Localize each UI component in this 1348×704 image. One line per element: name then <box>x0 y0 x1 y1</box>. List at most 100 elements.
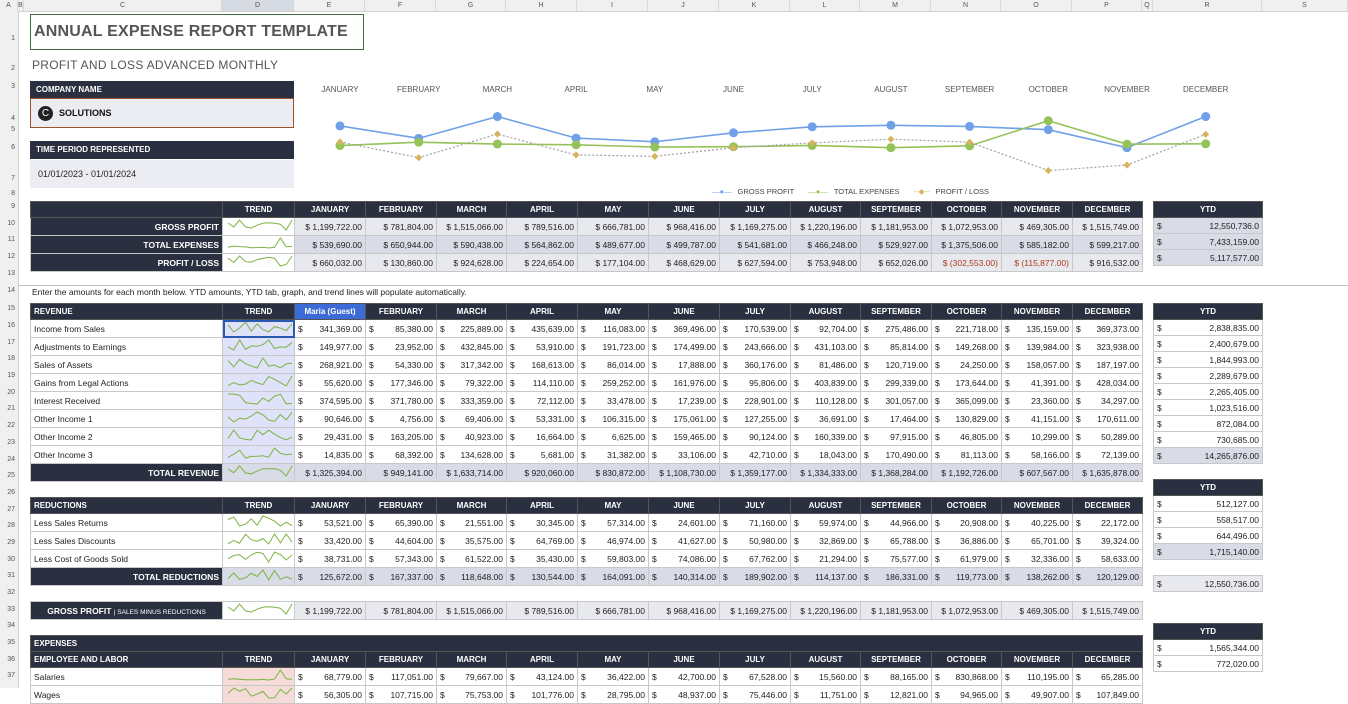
line-item-value[interactable]: $23,952.00 <box>365 337 437 356</box>
month-header-august[interactable]: AUGUST <box>790 303 861 320</box>
line-item-value[interactable]: $90,646.00 <box>294 409 366 428</box>
total-value[interactable]: $ 830,872.00 <box>577 463 649 482</box>
line-item-value[interactable]: $24,250.00 <box>931 355 1002 374</box>
summary-value[interactable]: $ 499,787.00 <box>648 235 720 254</box>
line-item-label[interactable]: Gains from Legal Actions <box>30 373 223 392</box>
row-header-25[interactable]: 25 <box>7 472 15 479</box>
line-item-value[interactable]: $149,977.00 <box>294 337 366 356</box>
trend-header[interactable]: TREND <box>222 497 295 514</box>
line-item-value[interactable]: $75,577.00 <box>860 549 932 568</box>
month-header-february[interactable]: FEBRUARY <box>365 497 437 514</box>
row-header-9[interactable]: 9 <box>11 203 15 210</box>
month-header-february[interactable]: FEBRUARY <box>365 651 437 668</box>
total-value[interactable]: $ 607,567.00 <box>1001 463 1073 482</box>
line-item-value[interactable]: $107,849.00 <box>1072 685 1143 704</box>
line-item-label[interactable]: Other Income 3 <box>30 445 223 464</box>
total-value[interactable]: $164,091.00 <box>577 567 649 586</box>
summary-value[interactable]: $ 564,862.00 <box>506 235 578 254</box>
line-item-value[interactable]: $57,314.00 <box>577 513 649 532</box>
line-item-value[interactable]: $59,803.00 <box>577 549 649 568</box>
line-item-value[interactable]: $170,539.00 <box>719 319 791 338</box>
line-item-value[interactable]: $24,601.00 <box>648 513 720 532</box>
line-item-label[interactable]: Sales of Assets <box>30 355 223 374</box>
line-item-value[interactable]: $177,346.00 <box>365 373 437 392</box>
line-item-value[interactable]: $85,380.00 <box>365 319 437 338</box>
row-header-18[interactable]: 18 <box>7 355 15 362</box>
summary-value[interactable]: $ 585,182.00 <box>1001 235 1073 254</box>
line-item-value[interactable]: $259,252.00 <box>577 373 649 392</box>
row-header-34[interactable]: 34 <box>7 622 15 629</box>
total-value[interactable]: $120,129.00 <box>1072 567 1143 586</box>
gross-profit-value[interactable]: $ 968,416.00 <box>648 601 720 620</box>
line-item-label[interactable]: Wages <box>30 685 223 704</box>
gross-profit-value[interactable]: $ 1,515,066.00 <box>436 601 507 620</box>
line-item-value[interactable]: $86,014.00 <box>577 355 649 374</box>
summary-header-trend[interactable]: TREND <box>222 201 295 218</box>
month-header-july[interactable]: JULY <box>719 303 791 320</box>
summary-value[interactable]: $ 599,217.00 <box>1072 235 1143 254</box>
gross-profit-value[interactable]: $ 1,515,749.00 <box>1072 601 1143 620</box>
section-header-revenue[interactable]: REVENUE <box>30 303 223 320</box>
summary-header-february[interactable]: FEBRUARY <box>365 201 437 218</box>
month-header-september[interactable]: SEPTEMBER <box>860 651 932 668</box>
month-header-march[interactable]: MARCH <box>436 497 507 514</box>
line-item-label[interactable]: Income from Sales <box>30 319 223 338</box>
line-item-value[interactable]: $36,886.00 <box>931 531 1002 550</box>
summary-value[interactable]: $ 130,860.00 <box>365 253 437 272</box>
summary-header-may[interactable]: MAY <box>577 201 649 218</box>
line-item-value[interactable]: $44,966.00 <box>860 513 932 532</box>
summary-value[interactable]: $ 224,654.00 <box>506 253 578 272</box>
total-value[interactable]: $ 1,334,333.00 <box>790 463 861 482</box>
line-item-label[interactable]: Less Cost of Goods Sold <box>30 549 223 568</box>
month-header-november[interactable]: NOVEMBER <box>1001 497 1073 514</box>
row-header-2[interactable]: 2 <box>11 65 15 72</box>
column-header-D[interactable]: D <box>222 0 294 11</box>
line-item-value[interactable]: $21,294.00 <box>790 549 861 568</box>
column-header-J[interactable]: J <box>648 0 719 11</box>
line-item-value[interactable]: $54,330.00 <box>365 355 437 374</box>
summary-value[interactable]: $ 1,515,749.00 <box>1072 217 1143 236</box>
line-item-value[interactable]: $50,980.00 <box>719 531 791 550</box>
line-item-value[interactable]: $428,034.00 <box>1072 373 1143 392</box>
line-item-value[interactable]: $68,779.00 <box>294 667 366 686</box>
line-item-value[interactable]: $17,239.00 <box>648 391 720 410</box>
summary-value[interactable]: $ 1,375,506.00 <box>931 235 1002 254</box>
month-header-march[interactable]: MARCH <box>436 303 507 320</box>
line-item-value[interactable]: $61,522.00 <box>436 549 507 568</box>
summary-header-october[interactable]: OCTOBER <box>931 201 1002 218</box>
total-value[interactable]: $ 1,108,730.00 <box>648 463 720 482</box>
month-header-april[interactable]: APRIL <box>506 497 578 514</box>
line-item-value[interactable]: $42,710.00 <box>719 445 791 464</box>
total-value[interactable]: $125,672.00 <box>294 567 366 586</box>
line-item-value[interactable]: $221,718.00 <box>931 319 1002 338</box>
summary-value[interactable]: $ 1,220,196.00 <box>790 217 861 236</box>
line-item-value[interactable]: $50,289.00 <box>1072 427 1143 446</box>
line-item-value[interactable]: $58,166.00 <box>1001 445 1073 464</box>
line-item-value[interactable]: $18,043.00 <box>790 445 861 464</box>
line-item-value[interactable]: $365,099.00 <box>931 391 1002 410</box>
month-header-may[interactable]: MAY <box>577 303 649 320</box>
row-header-30[interactable]: 30 <box>7 556 15 563</box>
line-item-value[interactable]: $159,465.00 <box>648 427 720 446</box>
line-item-value[interactable]: $101,776.00 <box>506 685 578 704</box>
line-item-value[interactable]: $168,613.00 <box>506 355 578 374</box>
line-item-value[interactable]: $90,124.00 <box>719 427 791 446</box>
line-item-value[interactable]: $42,700.00 <box>648 667 720 686</box>
total-ytd[interactable]: $1,715,140.00 <box>1153 543 1263 560</box>
row-header-36[interactable]: 36 <box>7 656 15 663</box>
row-header-31[interactable]: 31 <box>7 572 15 579</box>
line-item-value[interactable]: $170,611.00 <box>1072 409 1143 428</box>
summary-ytd-value[interactable]: $7,433,159.00 <box>1153 233 1263 250</box>
line-item-value[interactable]: $163,205.00 <box>365 427 437 446</box>
line-item-value[interactable]: $225,889.00 <box>436 319 507 338</box>
column-header-M[interactable]: M <box>860 0 931 11</box>
total-value[interactable]: $114,137.00 <box>790 567 861 586</box>
line-item-value[interactable]: $127,255.00 <box>719 409 791 428</box>
line-item-value[interactable]: $170,490.00 <box>860 445 932 464</box>
month-header-april[interactable]: APRIL <box>506 651 578 668</box>
line-item-value[interactable]: $161,976.00 <box>648 373 720 392</box>
month-header-december[interactable]: DECEMBER <box>1072 651 1143 668</box>
month-header-march[interactable]: MARCH <box>436 651 507 668</box>
line-item-value[interactable]: $40,923.00 <box>436 427 507 446</box>
line-item-value[interactable]: $275,486.00 <box>860 319 932 338</box>
